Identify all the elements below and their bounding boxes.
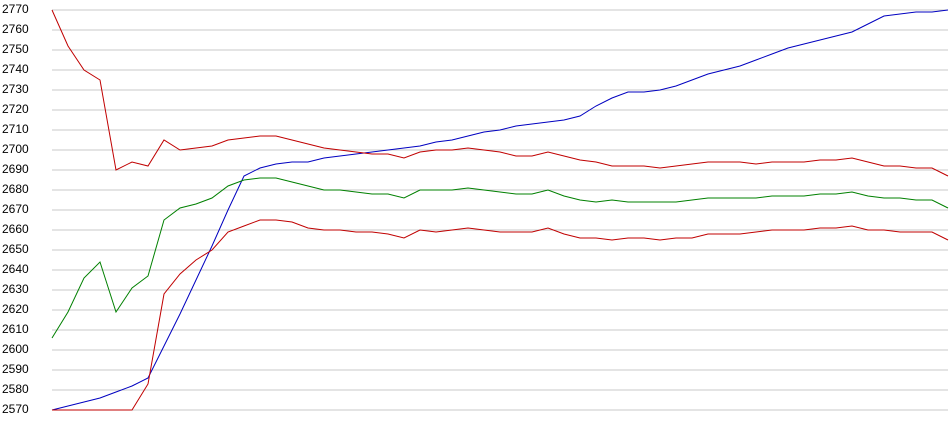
y-tick-label: 2710 xyxy=(2,122,29,136)
y-tick-label: 2700 xyxy=(2,142,29,156)
series-line xyxy=(51,9,949,177)
y-tick-label: 2610 xyxy=(2,322,29,336)
y-tick-label: 2630 xyxy=(2,282,29,296)
series-line xyxy=(51,9,949,411)
y-tick-label: 2770 xyxy=(2,2,29,16)
series-line xyxy=(52,219,949,411)
y-tick-label: 2730 xyxy=(2,82,29,96)
y-tick-label: 2620 xyxy=(2,302,29,316)
y-tick-label: 2720 xyxy=(2,102,29,116)
y-tick-label: 2760 xyxy=(2,22,29,36)
series-line xyxy=(51,177,949,339)
y-tick-label: 2740 xyxy=(2,62,29,76)
y-tick-label: 2600 xyxy=(2,342,29,356)
y-tick-label: 2640 xyxy=(2,262,29,276)
y-tick-label: 2650 xyxy=(2,242,29,256)
y-tick-label: 2670 xyxy=(2,202,29,216)
y-tick-label: 2660 xyxy=(2,222,29,236)
y-tick-label: 2750 xyxy=(2,42,29,56)
y-tick-label: 2580 xyxy=(2,382,29,396)
y-tick-label: 2590 xyxy=(2,362,29,376)
y-tick-label: 2690 xyxy=(2,162,29,176)
y-tick-label: 2570 xyxy=(2,402,29,416)
y-tick-label: 2680 xyxy=(2,182,29,196)
